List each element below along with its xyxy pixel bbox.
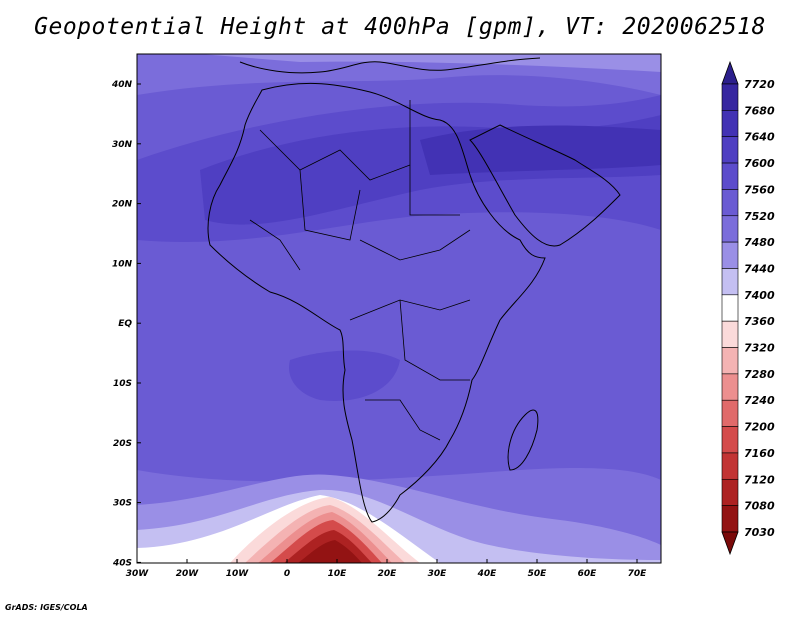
colorbar-swatch [721,347,739,375]
colorbar-swatch [721,426,739,454]
colorbar-level-label: 7560 [744,183,775,196]
colorbar-swatch [721,136,739,164]
colorbar-level-label: 7120 [744,473,775,486]
colorbar-swatch [721,452,739,480]
lon-label: 30E [428,569,448,579]
lat-label: 20N [112,200,133,210]
colorbar-level-label: 7400 [744,289,775,302]
lat-label: 30S [113,499,132,509]
colorbar-swatch [721,478,739,506]
colorbar-swatch [721,268,739,296]
map-title: Geopotential Height at 400hPa [gpm], VT:… [34,14,766,40]
lat-label: 40S [112,558,132,568]
colorbar-top-arrow [721,60,739,85]
longitude-axis: 30W 20W 10W 0 10E 20E 30E 40E 50E 60E 70E [126,559,647,579]
colorbar-level-label: 7360 [744,315,775,328]
lon-label: 40E [477,569,498,579]
europe-coastline [239,57,541,74]
colorbar-level-label: 7080 [744,500,775,513]
lon-label: 10E [328,569,348,579]
field-north-edge [200,54,661,72]
colorbar-level-label: 7030 [744,526,775,539]
grads-credit: GrADS: IGES/COLA [5,603,88,612]
colorbar-level-label: 7160 [744,447,775,460]
colorbar-level-label: 7480 [744,236,775,249]
colorbar-bottom-arrow [721,531,739,556]
colorbar-level-label: 7600 [744,157,775,170]
lat-label: EQ [118,319,132,329]
colorbar-swatch [721,320,739,348]
lat-label: 20S [113,439,132,449]
arabia-coastline [469,124,621,247]
lon-label: 30W [126,569,150,579]
colorbar-level-label: 7680 [744,104,775,117]
colorbar-level-label: 7240 [744,394,775,407]
lat-label: 10N [112,259,133,269]
lon-label: 20W [176,569,200,579]
colorbar-level-label: 7280 [744,368,775,381]
lat-label: 10S [113,379,132,389]
colorbar-swatch [721,215,739,243]
colorbar-swatch [721,241,739,269]
colorbar-level-label: 7720 [744,78,775,91]
lon-label: 50E [528,569,548,579]
colorbar-swatch [721,110,739,138]
lon-label: 10W [226,569,250,579]
field-core-high [420,125,661,175]
colorbar-swatch [721,294,739,322]
madagascar-coastline [507,409,539,471]
field-warm-core [298,540,362,563]
colorbar-level-label: 7640 [744,131,775,144]
latitude-axis: 40N 30N 20N 10N EQ 10S 20S 30S 40S [111,80,141,568]
colorbar-swatch [721,373,739,401]
africa-coastline [207,82,546,523]
country-borders [249,100,471,441]
colorbar-swatch [721,399,739,427]
lat-label: 40N [111,80,133,90]
colorbar-level-label: 7520 [744,210,775,223]
colorbar: 7720 7680 7640 7600 7560 7520 7480 7440 7400 7360… [721,60,775,556]
colorbar-swatch [721,162,739,190]
lon-label: 60E [578,569,598,579]
lon-label: 20E [378,569,398,579]
colorbar-level-label: 7440 [744,262,775,275]
plot-frame [136,53,662,564]
colorbar-swatch [721,189,739,217]
lon-label: 70E [628,569,648,579]
contour-field [137,54,661,563]
colorbar-level-label: 7200 [744,421,775,434]
lon-label: 0 [284,569,290,579]
colorbar-swatch [721,83,739,111]
colorbar-level-label: 7320 [744,342,775,355]
lat-label: 30N [112,140,133,150]
colorbar-swatch [721,505,739,533]
